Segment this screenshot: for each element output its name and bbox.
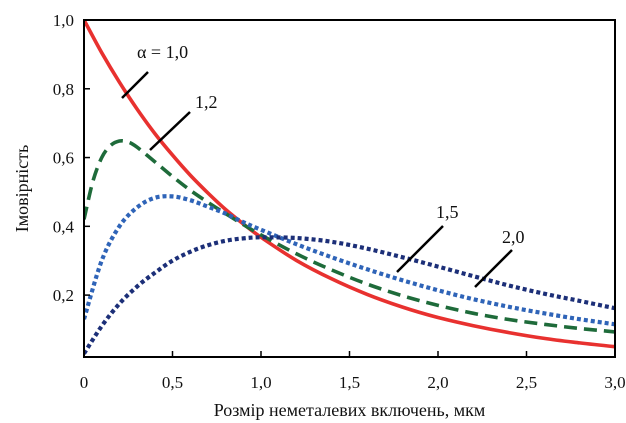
series-leader-line <box>121 71 149 99</box>
y-tick-label: 0,6 <box>53 149 74 168</box>
series-leader-line <box>396 225 444 273</box>
x-tick-label: 1,0 <box>250 373 271 392</box>
series-leader-line <box>149 111 191 151</box>
series-leader-line <box>474 249 513 288</box>
series-line-3 <box>84 235 615 355</box>
series-label: α = 1,0 <box>137 42 188 62</box>
series-label: 1,5 <box>436 202 459 222</box>
x-tick-label: 2,0 <box>427 373 448 392</box>
x-tick-label: 2,5 <box>516 373 537 392</box>
y-axis-label: Імовірність <box>12 145 32 233</box>
y-tick-label: 0,8 <box>53 80 74 99</box>
series-label: 1,2 <box>195 92 218 112</box>
x-tick-label: 3,0 <box>604 373 625 392</box>
axis-ticks: 0 0,5 1,0 1,5 2,0 2,5 3,0 0,2 0,4 0,6 0,8 1,0 <box>53 11 626 392</box>
y-tick-label: 0,4 <box>53 217 75 236</box>
series-label: 2,0 <box>502 227 525 247</box>
series-line-1 <box>84 139 615 334</box>
x-tick-label: 1,5 <box>339 373 360 392</box>
plot-area-frame <box>83 19 616 358</box>
y-tick-label: 0,2 <box>53 286 74 305</box>
series-line-2 <box>84 194 615 327</box>
x-tick-label: 0 <box>80 373 89 392</box>
x-tick-label: 0,5 <box>162 373 183 392</box>
x-axis-label: Розмір неметалевих включень, мкм <box>214 400 486 420</box>
y-tick-label: 1,0 <box>53 11 74 30</box>
series-lines <box>84 20 615 355</box>
series-annotations: α = 1,0 1,2 1,5 2,0 <box>121 42 525 288</box>
series-line-0 <box>84 20 615 349</box>
